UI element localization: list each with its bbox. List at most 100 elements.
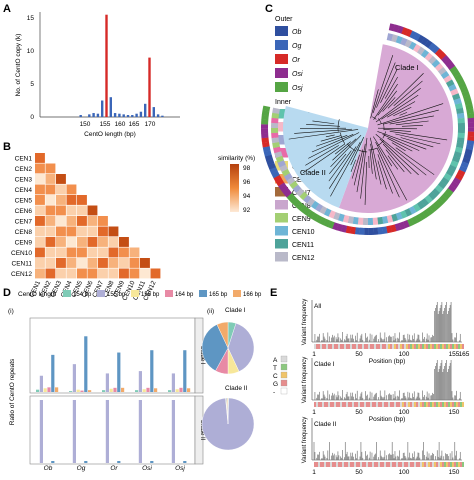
nucleotide-cell (384, 462, 386, 467)
inner-ring-segment (368, 218, 373, 225)
heatmap-cell (67, 195, 77, 205)
nucleotide-cell (440, 402, 442, 407)
nucleotide-cell (462, 462, 464, 467)
nucleotide-cell (414, 344, 416, 349)
heatmap-cell (77, 237, 87, 247)
nucleotide-cell (324, 462, 326, 467)
variant-track-xtick: 50 (355, 469, 363, 475)
outer-ring-segment (369, 228, 374, 235)
nucleotide-cell (430, 402, 432, 407)
nucleotide-cell (384, 402, 386, 407)
nucleotide-key-swatch (281, 356, 287, 362)
nucleotide-cell (404, 402, 406, 407)
nucleotide-cell (390, 344, 392, 349)
heatmap-row-label: CEN10 (11, 250, 32, 257)
nucleotide-cell (372, 344, 374, 349)
inner-legend-swatch (275, 200, 288, 210)
clade1-length-bar (121, 388, 124, 392)
nucleotide-key-swatch (281, 364, 287, 370)
clade2-length-bar (172, 400, 175, 463)
nucleotide-cell (400, 344, 402, 349)
nucleotide-cell (454, 402, 456, 407)
length-bar (157, 114, 159, 117)
inner-legend-swatch (275, 226, 288, 236)
nucleotide-cell (368, 402, 370, 407)
nucleotide-cell (378, 462, 380, 467)
panel-d-label: D (3, 287, 11, 299)
clade1-length-bar (69, 391, 72, 392)
inner-legend-swatch (275, 252, 288, 262)
variant-track-xtick: 1 (312, 351, 316, 358)
nucleotide-cell (342, 462, 344, 467)
heatmap-cell (46, 248, 56, 258)
nucleotide-cell (424, 402, 426, 407)
outer-ring-segment (364, 228, 369, 235)
nucleotide-cell (452, 462, 454, 467)
outer-ring-segment (261, 137, 268, 142)
nucleotide-cell (318, 344, 320, 349)
heatmap-row-label: CEN7 (15, 219, 33, 226)
nucleotide-cell (416, 344, 418, 349)
nucleotide-cell (400, 462, 402, 467)
heatmap-cell (151, 269, 161, 279)
nucleotide-cell (370, 344, 372, 349)
panel-d-pie2-title: Clade II (225, 385, 248, 392)
nucleotide-cell (340, 462, 342, 467)
nucleotide-cell (322, 344, 324, 349)
outer-ring-segment (359, 228, 364, 235)
nucleotide-cell (328, 462, 330, 467)
nucleotide-cell (406, 344, 408, 349)
heatmap-row-label: CEN2 (15, 166, 33, 173)
heatmap-cell (46, 164, 56, 174)
nucleotide-cell (408, 402, 410, 407)
heatmap-cell (98, 258, 108, 268)
heatmap-cell (67, 237, 77, 247)
nucleotide-cell (390, 402, 392, 407)
heatmap-cell (98, 216, 108, 226)
length-bar (127, 115, 129, 117)
nucleotide-cell (374, 344, 376, 349)
nucleotide-cell (400, 402, 402, 407)
nucleotide-cell (460, 462, 462, 467)
nucleotide-cell (458, 344, 460, 349)
heatmap-cell (56, 227, 66, 237)
variant-track-xlabel: Position (bp) (369, 358, 406, 365)
nucleotide-cell (374, 462, 376, 467)
nucleotide-cell (358, 402, 360, 407)
nucleotide-cell (346, 402, 348, 407)
heatmap-cell (77, 195, 87, 205)
nucleotide-cell (418, 402, 420, 407)
panel-d-clade2-frame (30, 396, 195, 464)
nucleotide-cell (354, 462, 356, 467)
nucleotide-cell (420, 344, 422, 349)
outer-ring-segment (261, 119, 268, 124)
panel-d-ylabel: Ratio of CentO repeats (9, 358, 16, 425)
nucleotide-cell (432, 344, 434, 349)
length-legend-label: 156 bp (141, 292, 160, 298)
nucleotide-cell (462, 402, 464, 407)
inner-legend-label: CEN12 (292, 255, 315, 262)
nucleotide-cell (392, 402, 394, 407)
panel-d-clade1-bars (36, 336, 190, 392)
heatmap-cell (77, 206, 87, 216)
heatmap-cell (98, 248, 108, 258)
nucleotide-cell (418, 462, 420, 467)
nucleotide-cell (412, 462, 414, 467)
length-legend-swatch (131, 290, 139, 297)
nucleotide-cell (334, 462, 336, 467)
nucleotide-cell (402, 402, 404, 407)
heatmap-cell (98, 269, 108, 279)
clade1-length-bar (47, 387, 50, 392)
variant-track-xtick: 165 (459, 351, 470, 358)
inner-legend-label: CEN11 (292, 242, 314, 249)
nucleotide-cell (434, 344, 436, 349)
nucleotide-cell (338, 462, 340, 467)
nucleotide-cell (404, 462, 406, 467)
inner-ring-segment (271, 128, 278, 133)
nucleotide-cell (426, 462, 428, 467)
nucleotide-cell (448, 402, 450, 407)
nucleotide-cell (372, 462, 374, 467)
nucleotide-cell (458, 402, 460, 407)
